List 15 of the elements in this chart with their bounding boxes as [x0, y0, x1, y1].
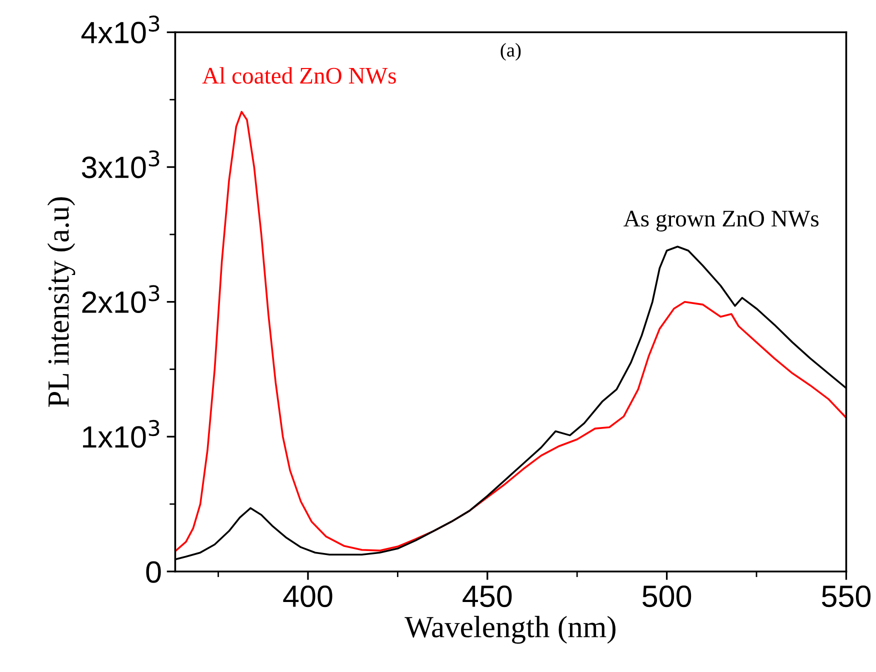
series-label: As grown ZnO NWs	[624, 210, 819, 232]
y-tick-label: 2x10$^{3}$	[82, 285, 160, 313]
x-axis-title: Wavelength (nm)	[404, 616, 616, 644]
y-tick-label: 4x10$^{3}$	[81, 16, 160, 44]
x-tick-label: 500	[642, 585, 692, 608]
y-axis-title: PL intensity (a.u)	[47, 197, 76, 407]
x-tick-label: 550	[822, 585, 871, 608]
x-tick-label: 450	[462, 585, 512, 608]
line-series	[175, 110, 846, 552]
y-tick-label: 3x10$^{3}$	[82, 150, 160, 178]
text: Al coated ZnO NWs	[202, 67, 396, 84]
y-tick-label: 0	[146, 561, 161, 583]
annotation: (a)	[500, 43, 521, 61]
x-tick-label: 400	[283, 585, 332, 608]
y-tick-label: 1x10$^{3}$	[83, 420, 160, 448]
